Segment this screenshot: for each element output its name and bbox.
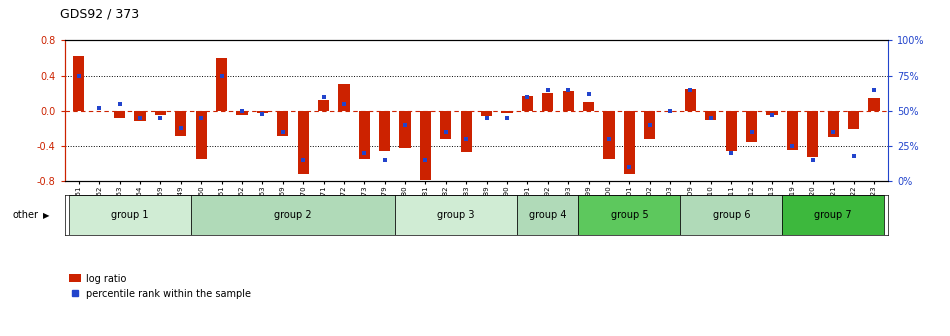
Bar — [237, 111, 248, 115]
Bar — [624, 111, 635, 174]
Bar — [705, 111, 716, 120]
Bar — [297, 111, 309, 174]
Bar — [256, 111, 268, 113]
Bar — [542, 93, 554, 111]
Text: group 1: group 1 — [111, 210, 148, 220]
Bar — [359, 111, 370, 159]
Text: group 2: group 2 — [275, 210, 312, 220]
Bar — [868, 98, 880, 111]
Bar — [848, 111, 859, 129]
Bar — [155, 111, 166, 115]
Bar — [338, 84, 350, 111]
Bar — [379, 111, 390, 152]
Bar — [318, 100, 329, 111]
Bar — [517, 195, 579, 235]
Bar — [603, 111, 615, 159]
Bar — [277, 111, 289, 136]
Bar — [782, 195, 884, 235]
Bar — [399, 111, 410, 148]
Text: group 6: group 6 — [712, 210, 750, 220]
Text: group 7: group 7 — [814, 210, 852, 220]
Bar — [767, 111, 778, 115]
Bar — [583, 102, 594, 111]
Bar — [644, 111, 655, 139]
Bar — [562, 91, 574, 111]
Bar — [680, 195, 782, 235]
Text: group 5: group 5 — [611, 210, 648, 220]
Bar — [461, 111, 472, 152]
Text: ▶: ▶ — [43, 211, 49, 219]
Bar — [522, 96, 533, 111]
Text: GDS92 / 373: GDS92 / 373 — [60, 7, 139, 20]
Bar — [440, 111, 451, 139]
Bar — [191, 195, 395, 235]
Bar — [114, 111, 125, 118]
Bar — [787, 111, 798, 150]
Bar — [685, 89, 696, 111]
Legend: log ratio, percentile rank within the sample: log ratio, percentile rank within the sa… — [69, 274, 251, 298]
Bar — [420, 111, 431, 180]
Bar — [746, 111, 757, 142]
Bar — [175, 111, 186, 136]
Bar — [481, 111, 492, 116]
Text: group 3: group 3 — [437, 210, 475, 220]
Bar — [827, 111, 839, 137]
Bar — [196, 111, 207, 159]
Bar — [395, 195, 517, 235]
Text: other: other — [12, 210, 38, 220]
Bar — [579, 195, 680, 235]
Bar — [216, 58, 227, 111]
Bar — [135, 111, 145, 122]
Bar — [73, 56, 85, 111]
Bar — [808, 111, 818, 157]
Text: group 4: group 4 — [529, 210, 566, 220]
Bar — [726, 111, 737, 151]
Bar — [68, 195, 191, 235]
Bar — [502, 111, 513, 113]
